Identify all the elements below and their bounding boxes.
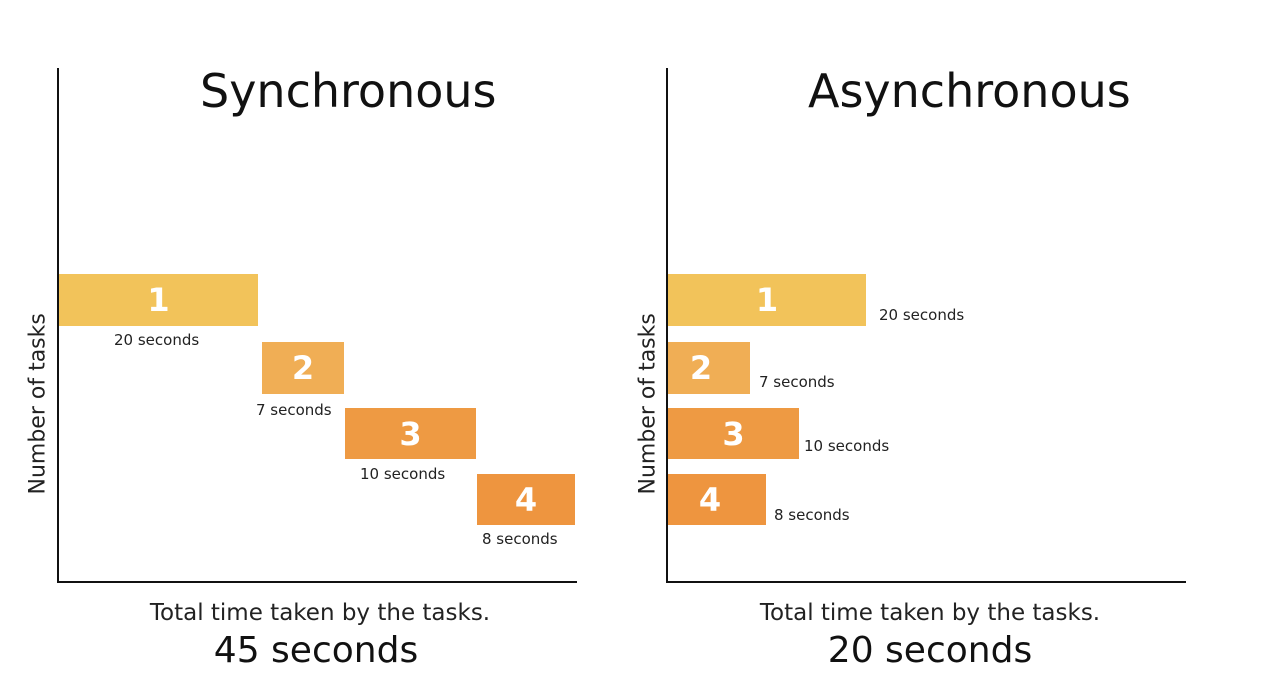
async-task-1-duration: 20 seconds [879, 306, 965, 324]
sync-task-3-bar: 3 [345, 408, 476, 459]
async-task-4-number: 4 [698, 480, 722, 519]
sync-footer-caption: Total time taken by the tasks. [149, 600, 491, 626]
sync-task-2-number: 2 [291, 349, 315, 387]
sync-task-2-duration: 7 seconds [256, 401, 332, 419]
sync-task-1-number: 1 [147, 281, 170, 319]
async-task-2-number: 2 [689, 349, 713, 387]
async-task-1-bar: 1 [668, 274, 866, 326]
sync-axes [57, 68, 577, 583]
async-task-1-number: 1 [755, 281, 779, 319]
sync-task-4-number: 4 [514, 480, 538, 519]
sync-task-3-number: 3 [399, 414, 422, 453]
sync-task-3-duration: 10 seconds [360, 465, 446, 483]
sync-task-1-bar: 1 [59, 274, 258, 326]
async-task-2-bar: 2 [668, 342, 750, 394]
async-y-axis-label: Number of tasks [635, 313, 661, 495]
async-task-2-duration: 7 seconds [759, 373, 835, 391]
async-axes [666, 68, 1186, 583]
sync-task-2-bar: 2 [262, 342, 344, 394]
async-panel: Asynchronous Number of tasks 1 20 second… [608, 0, 1248, 696]
sync-y-axis-label: Number of tasks [25, 313, 51, 495]
async-task-3-duration: 10 seconds [804, 437, 890, 455]
async-task-3-bar: 3 [668, 408, 799, 459]
async-task-3-number: 3 [722, 414, 745, 453]
async-footer-caption: Total time taken by the tasks. [759, 600, 1101, 626]
sync-task-4-duration: 8 seconds [482, 530, 558, 548]
async-task-4-duration: 8 seconds [774, 506, 850, 524]
sync-footer-total: 45 seconds [213, 630, 419, 671]
sync-panel: Synchronous Number of tasks 1 20 seconds… [25, 64, 577, 671]
sync-task-4-bar: 4 [477, 474, 575, 525]
async-task-4-bar: 4 [668, 474, 766, 525]
async-footer-total: 20 seconds [827, 630, 1033, 671]
sync-task-1-duration: 20 seconds [114, 331, 200, 349]
sync-title: Synchronous [200, 64, 497, 118]
async-title: Asynchronous [808, 64, 1131, 118]
